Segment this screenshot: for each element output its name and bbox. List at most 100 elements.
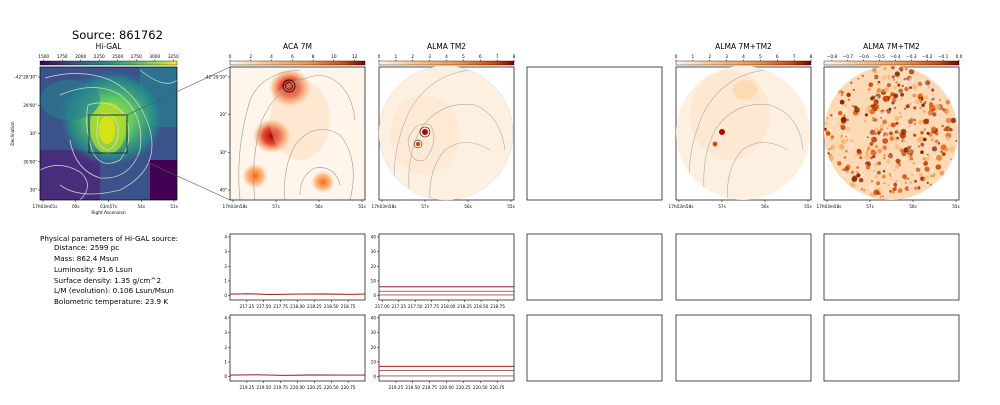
residual-speck: [842, 107, 849, 113]
spectrum-2-ytick-label-3: 3: [224, 330, 227, 335]
param-surface-density: Surface density: 1.35 g/cm^2: [54, 276, 162, 285]
residual-speck: [912, 93, 917, 98]
residual-speck: [932, 112, 937, 117]
residual-speck: [914, 179, 917, 183]
hi-gal-0-xtick-label-2: 03m57s: [100, 204, 117, 209]
residual-speck: [923, 161, 928, 166]
residual-speck: [940, 150, 943, 153]
residual-speck: [881, 75, 887, 80]
alma-tm2-2-title: ALMA TM2: [427, 42, 466, 51]
hi-gal-0-xlabel: Right Ascension: [91, 210, 126, 216]
residual-speck: [912, 162, 915, 165]
residual-speck: [875, 175, 878, 179]
alma-7m-tm2-3-cbtick-label-5: 5: [759, 54, 762, 60]
aca7m-image: [230, 67, 365, 200]
params-heading: Physical parameters of Hi-GAL source:: [40, 234, 179, 243]
residual-speck: [921, 103, 925, 107]
aca-7m-1-cbtick-label-2: 4: [270, 54, 273, 60]
aca-7m-1-ytick-label-3: 40": [220, 188, 227, 193]
residual-speck: [931, 146, 938, 152]
residual-speck: [861, 173, 865, 177]
alma-7m-tm2-4-cbtick-label-7: −0.1: [938, 54, 949, 60]
spectrum-3-xtick-label-1: 219.50: [405, 385, 420, 390]
residual-speck: [828, 148, 831, 151]
residual-speck: [927, 153, 929, 156]
residual-speck: [892, 186, 897, 192]
residual-speck: [877, 170, 881, 175]
residual-speck: [856, 166, 859, 169]
alma-tm2-2-cbtick-label-0: 0: [378, 54, 381, 60]
residual-speck: [913, 122, 917, 126]
alma-7m-tm2-4-title: ALMA 7M+TM2: [863, 42, 920, 51]
residual-speck: [900, 98, 903, 101]
residual-speck: [935, 132, 939, 136]
spectrum-1-ytick-label-3: 30: [371, 249, 377, 254]
param-distance: Distance: 2599 pc: [54, 243, 120, 252]
residual-speck: [851, 176, 858, 182]
residual-speck: [840, 116, 847, 123]
alma-tm2-2-cbtick-label-7: 7: [496, 54, 499, 60]
spectrum-0-xtick-label-5: 218.50: [324, 304, 339, 309]
residual-speck: [939, 114, 942, 117]
residual-speck: [912, 91, 915, 94]
residual-speck: [867, 136, 869, 138]
residual-speck: [841, 139, 846, 144]
residual-speck: [868, 82, 874, 87]
alma-7m-tm2-3-cbtick-label-2: 2: [708, 54, 711, 60]
param-lm-evolution: L/M (evolution): 0.106 Lsun/Msun: [54, 286, 174, 295]
alma-tm2-image: [390, 69, 506, 200]
residual-speck: [861, 74, 864, 78]
residual-speck: [865, 107, 871, 113]
residual-speck: [902, 79, 908, 86]
spectrum-2-xtick-label-3: 220.00: [290, 385, 305, 390]
aca-7m-1-colorbar: [229, 60, 366, 66]
residual-speck: [922, 178, 925, 181]
residual-speck: [889, 131, 893, 136]
residual-speck: [895, 81, 898, 84]
residual-speck: [825, 122, 828, 125]
alma-tm2-2-xtick-label-0: 17h03m58s: [372, 204, 397, 209]
residual-speck: [887, 76, 891, 80]
aca-7m-1-xtick-label-0: 17h03m58s: [223, 204, 248, 209]
residual-speck: [829, 128, 833, 132]
spectrum-0-xtick-label-2: 217.75: [273, 304, 288, 309]
spectrum-2-xtick-label-4: 220.25: [307, 385, 322, 390]
hi-gal-0-xtick-label-4: 51s: [170, 204, 178, 209]
spectrum-0-xtick-label-6: 218.75: [341, 304, 356, 309]
residual-speck: [902, 138, 908, 144]
residual-speck: [890, 122, 896, 128]
hi-gal-0-ytick-label-4: 30": [30, 188, 37, 193]
hi-gal-0-ytick-label-1: 29'00": [23, 103, 37, 108]
residual-speck: [919, 106, 922, 110]
residual-speck: [887, 183, 890, 186]
residual-speck: [920, 131, 924, 135]
residual-speck: [845, 126, 851, 132]
residual-speck: [874, 127, 879, 131]
residual-speck: [908, 149, 914, 155]
alma-7m-tm2-3-cbtick-label-7: 7: [793, 54, 796, 60]
residual-speck: [908, 77, 915, 83]
aca-7m-1-xtick-label-2: 56s: [315, 204, 323, 209]
residual-speck: [838, 144, 845, 150]
alma-7m-tm2-3-xtick-label-3: 55s: [804, 204, 812, 209]
residual-speck: [909, 117, 914, 122]
aca-7m-1-cbtick-label-0: 0: [229, 54, 232, 60]
spectrum-3-xtick-label-5: 220.50: [473, 385, 488, 390]
residual-speck: [874, 162, 878, 167]
residual-speck: [881, 89, 885, 93]
residual-speck: [856, 171, 859, 174]
alma-7m-tm2-3-cbtick-label-1: 1: [692, 54, 695, 60]
alma-7m-tm2-4-cbtick-label-2: −0.6: [858, 54, 869, 60]
spectrum-2-series-0: [229, 374, 365, 376]
residual-speck: [839, 137, 842, 140]
residual-speck: [945, 117, 952, 124]
hi-gal-0-cbtick-label-4: 2500: [112, 54, 123, 60]
residual-speck: [881, 110, 888, 117]
spectrum-0-xtick-label-0: 217.25: [240, 304, 255, 309]
residual-speck: [903, 77, 907, 81]
residual-speck: [913, 133, 917, 137]
alma-tm2-2-cbtick-label-5: 5: [462, 54, 465, 60]
spectrum-0-xtick-label-3: 218.00: [290, 304, 305, 309]
residual-speck: [907, 152, 910, 155]
